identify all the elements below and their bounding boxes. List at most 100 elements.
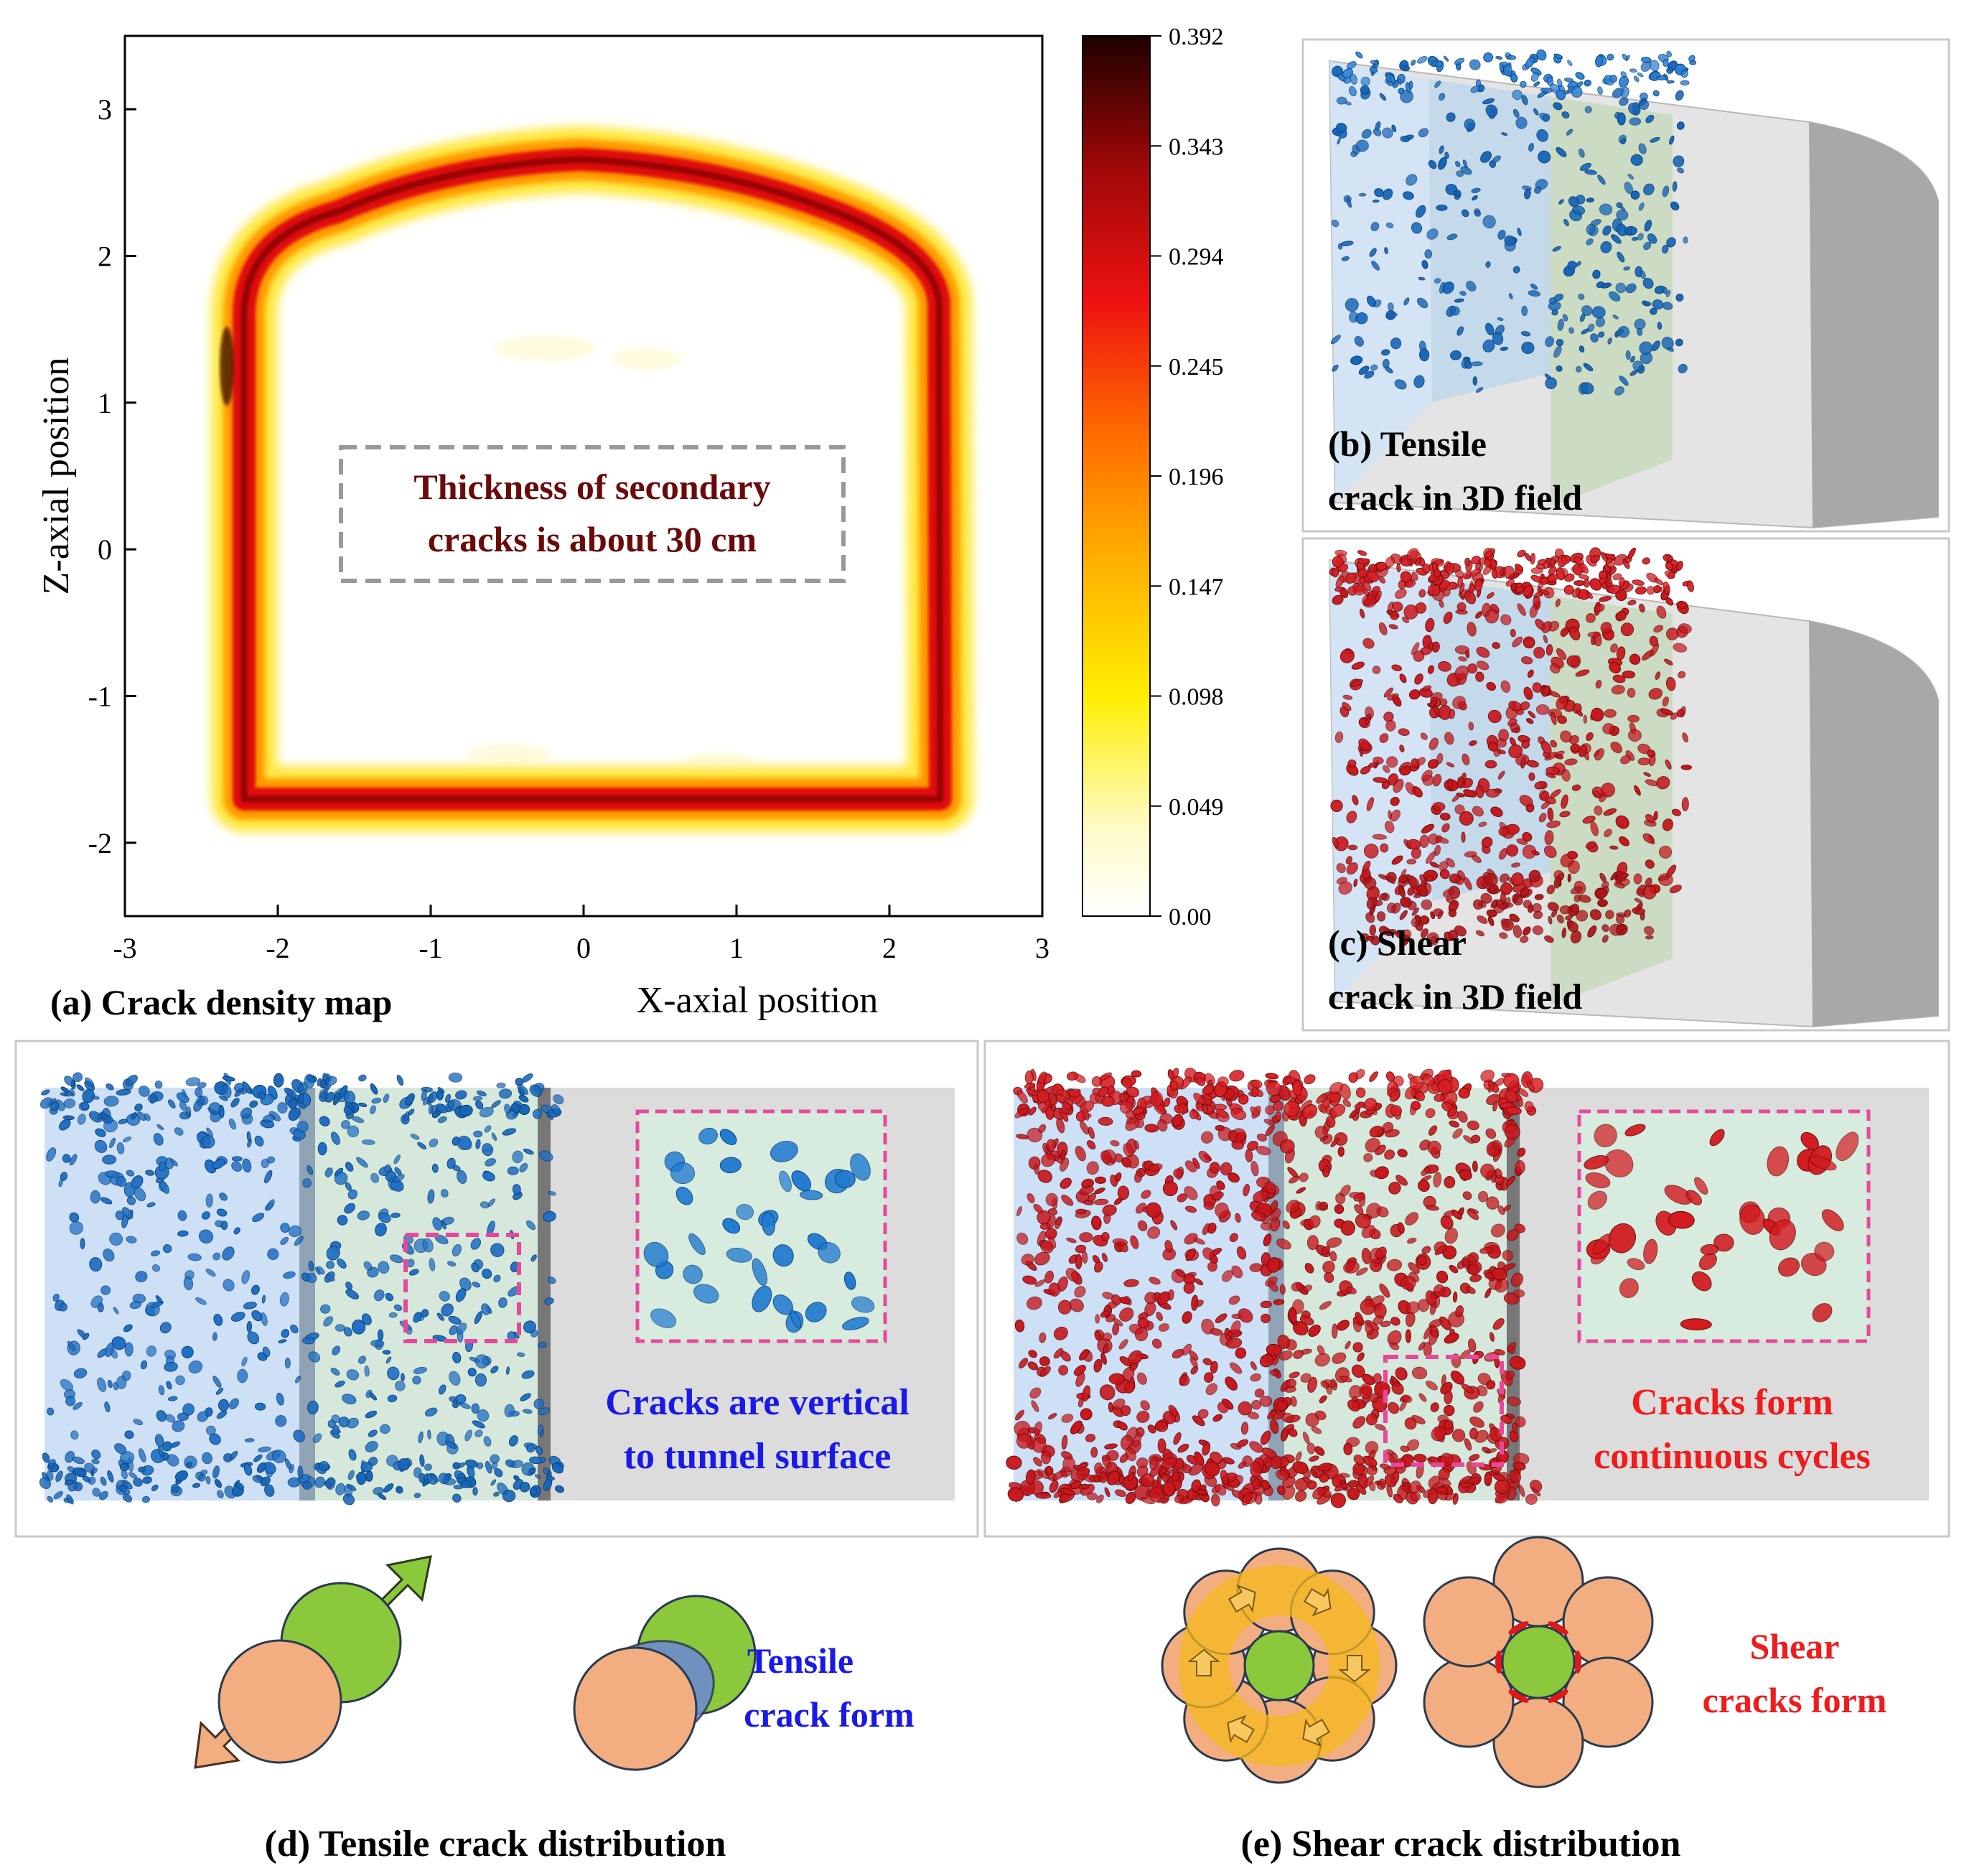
crack-disk [1634, 318, 1646, 330]
crack-disk [1642, 557, 1651, 565]
crack-disk [1413, 650, 1425, 662]
crack-disk [1680, 765, 1692, 770]
crack-disk [1586, 223, 1596, 235]
crack-disk [332, 1424, 340, 1435]
crack-disk [177, 1412, 189, 1422]
crack-disk [297, 1465, 304, 1480]
crack-disk [1439, 93, 1445, 101]
crack-disk [1625, 55, 1630, 61]
crack-disk [1480, 892, 1492, 904]
crack-disk [551, 1104, 561, 1115]
crack-disk [284, 1358, 291, 1369]
crack-disk [275, 1415, 287, 1427]
crack-disk [212, 1159, 225, 1170]
crack-disk [1556, 365, 1563, 372]
crack-disk [1511, 862, 1520, 868]
crack-disk [1675, 293, 1684, 302]
crack-disk [1546, 76, 1554, 86]
crack-disk [1459, 811, 1474, 826]
crack-disk [1379, 733, 1389, 743]
crack-disk [134, 1103, 143, 1112]
crack-disk [1660, 708, 1673, 716]
crack-disk [474, 1429, 483, 1437]
crack-disk [324, 1075, 337, 1086]
schematic-e-line1: Shear [1750, 1626, 1840, 1666]
crack-disk [1480, 151, 1492, 163]
crack-disk [249, 1100, 258, 1108]
crack-disk [1471, 555, 1481, 565]
crack-disk [1337, 138, 1341, 145]
crack-disk [1346, 862, 1358, 875]
crack-disk [1365, 717, 1372, 725]
crack-disk [1427, 665, 1434, 674]
crack-disk [1535, 564, 1546, 570]
crack-disk [1620, 71, 1627, 78]
crack-disk [1566, 129, 1573, 136]
crack-disk [233, 1083, 244, 1093]
crack-disk [471, 1403, 480, 1414]
crack-disk [1452, 696, 1466, 709]
crack-disk [419, 1454, 425, 1467]
crack-disk [1662, 245, 1669, 254]
crack-disk [439, 1291, 450, 1302]
crack-disk [410, 1134, 420, 1140]
crack-disk [113, 1307, 119, 1315]
crack-disk [388, 1312, 398, 1318]
crack-disk [383, 1093, 390, 1103]
crack-disk [253, 1454, 263, 1462]
panel-b: (b) Tensile crack in 3D field [1301, 38, 1950, 533]
crack-disk [1675, 90, 1684, 101]
crack-disk [1483, 52, 1493, 62]
crack-disk [1587, 925, 1597, 938]
crack-disk [1255, 1145, 1271, 1156]
crack-disk [104, 1401, 111, 1413]
crack-disk [464, 1429, 472, 1442]
crack-disk [1544, 830, 1554, 846]
crack-disk [1332, 568, 1339, 578]
crack-disk [1398, 78, 1402, 85]
crack-disk [1443, 612, 1453, 624]
note-d-line1: Cracks are vertical [605, 1382, 909, 1423]
crack-disk [346, 1369, 360, 1381]
crack-disk [1541, 685, 1551, 697]
crack-disk [401, 1373, 405, 1381]
crack-disk [1523, 686, 1533, 700]
crack-disk [1428, 160, 1437, 169]
crack-disk [1367, 570, 1379, 582]
crack-disk [63, 1098, 76, 1109]
crack-disk [643, 1241, 669, 1268]
crack-disk [1464, 851, 1477, 858]
crack-disk [1633, 873, 1642, 885]
crack-disk [91, 1459, 100, 1465]
crack-disk [1495, 55, 1503, 60]
crack-disk [1625, 350, 1631, 360]
crack-disk [1540, 577, 1549, 585]
crack-disk [1486, 909, 1497, 918]
crack-disk [1650, 60, 1660, 72]
crack-disk [159, 1161, 167, 1172]
crack-disk [261, 1158, 269, 1169]
crack-disk [1391, 664, 1403, 671]
crack-disk [345, 1162, 354, 1172]
crack-disk [1567, 873, 1571, 882]
crack-disk [221, 1084, 232, 1098]
crack-disk [1520, 935, 1529, 943]
crack-disk [343, 1327, 352, 1337]
crack-disk [177, 1230, 189, 1237]
crack-disk [1676, 121, 1685, 130]
schematic-d-line1: Tensile [747, 1641, 854, 1681]
crack-disk [1653, 625, 1664, 633]
crack-disk [317, 1078, 322, 1087]
crack-disk [1567, 261, 1577, 270]
crack-disk [126, 1196, 136, 1205]
crack-disk [1095, 1176, 1106, 1184]
crack-disk [116, 1088, 131, 1096]
crack-disk [517, 1084, 529, 1096]
crack-disk [1666, 237, 1676, 248]
crack-disk [124, 1342, 134, 1357]
crack-disk [364, 1365, 370, 1377]
crack-disk [1533, 81, 1540, 87]
crack-disk [512, 1150, 523, 1164]
schematic-d-line2: crack form [744, 1694, 914, 1735]
crack-disk [1504, 235, 1516, 246]
